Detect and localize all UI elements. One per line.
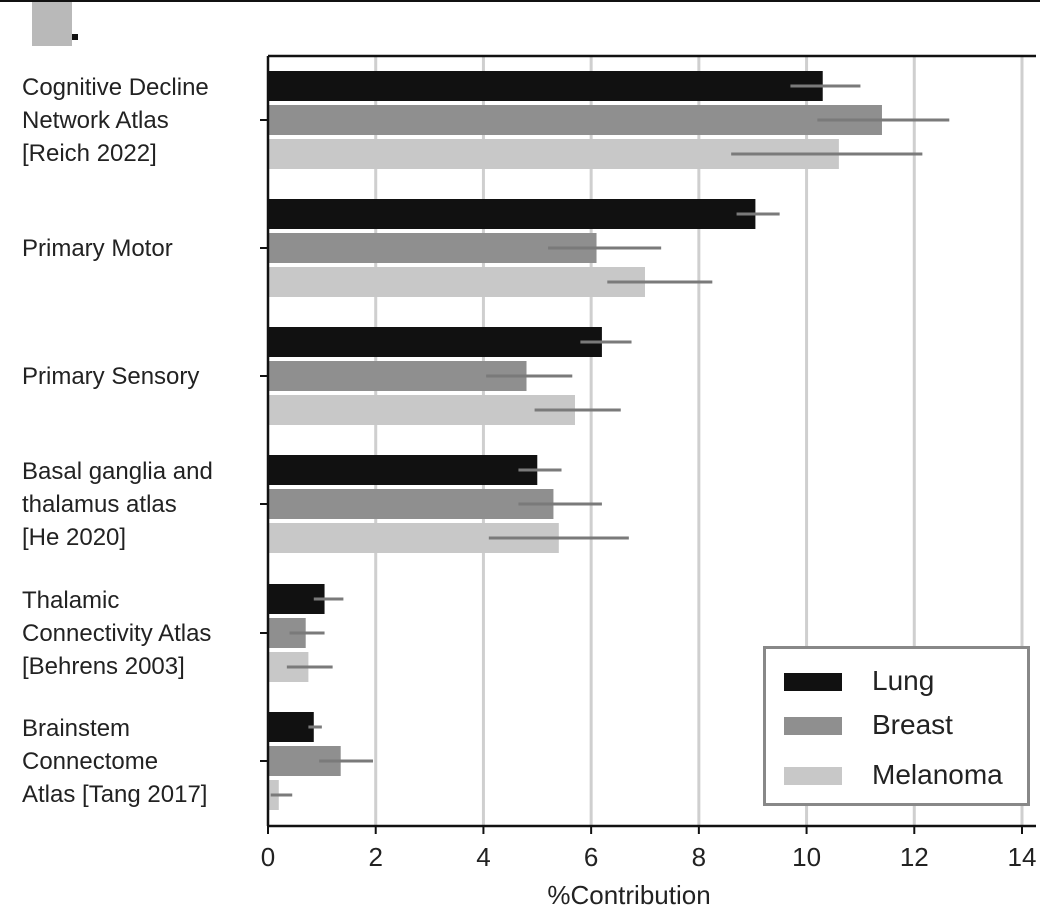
category-label: Basal ganglia and thalamus atlas [He 202… <box>22 457 213 551</box>
bar-breast <box>268 105 882 135</box>
legend-label-melanoma: Melanoma <box>872 759 1003 790</box>
bar-breast <box>268 361 527 391</box>
category-label: Cognitive Decline Network Atlas [Reich 2… <box>22 73 209 167</box>
x-tick-label: 4 <box>476 842 490 872</box>
bar-lung <box>268 455 538 485</box>
bar-breast <box>268 489 554 519</box>
legend-swatch-lung <box>784 673 842 691</box>
category-label: Primary Motor <box>22 234 173 262</box>
category-label: Brainstem Connectome Atlas [Tang 2017] <box>22 714 208 808</box>
x-tick-label: 8 <box>692 842 706 872</box>
x-tick-label: 2 <box>368 842 382 872</box>
top-border-line <box>0 0 1040 2</box>
category-label: Primary Sensory <box>22 362 200 390</box>
x-tick-label: 12 <box>900 842 929 872</box>
chart-legend: Lung Breast Melanoma <box>763 646 1030 806</box>
bar-lung <box>268 327 602 357</box>
legend-label-lung: Lung <box>872 665 935 696</box>
panel-letter-tag <box>32 2 72 46</box>
legend-swatch-breast <box>784 717 842 735</box>
bar-lung <box>268 71 823 101</box>
bar-melanoma <box>268 267 645 297</box>
panel-letter-dot <box>72 34 78 40</box>
x-tick-label: 0 <box>261 842 275 872</box>
bar-lung <box>268 712 314 742</box>
x-tick-label: 10 <box>792 842 821 872</box>
bar-melanoma <box>268 395 575 425</box>
bar-lung <box>268 199 756 229</box>
x-tick-label: 14 <box>1008 842 1037 872</box>
x-tick-label: 6 <box>584 842 598 872</box>
legend-label-breast: Breast <box>872 709 953 740</box>
x-axis-title: %Contribution <box>547 880 710 907</box>
legend-swatch-melanoma <box>784 767 842 785</box>
category-label: Thalamic Connectivity Atlas [Behrens 200… <box>22 586 212 680</box>
bar-breast <box>268 233 597 263</box>
